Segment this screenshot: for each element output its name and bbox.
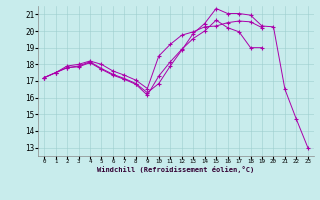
X-axis label: Windchill (Refroidissement éolien,°C): Windchill (Refroidissement éolien,°C) bbox=[97, 166, 255, 173]
